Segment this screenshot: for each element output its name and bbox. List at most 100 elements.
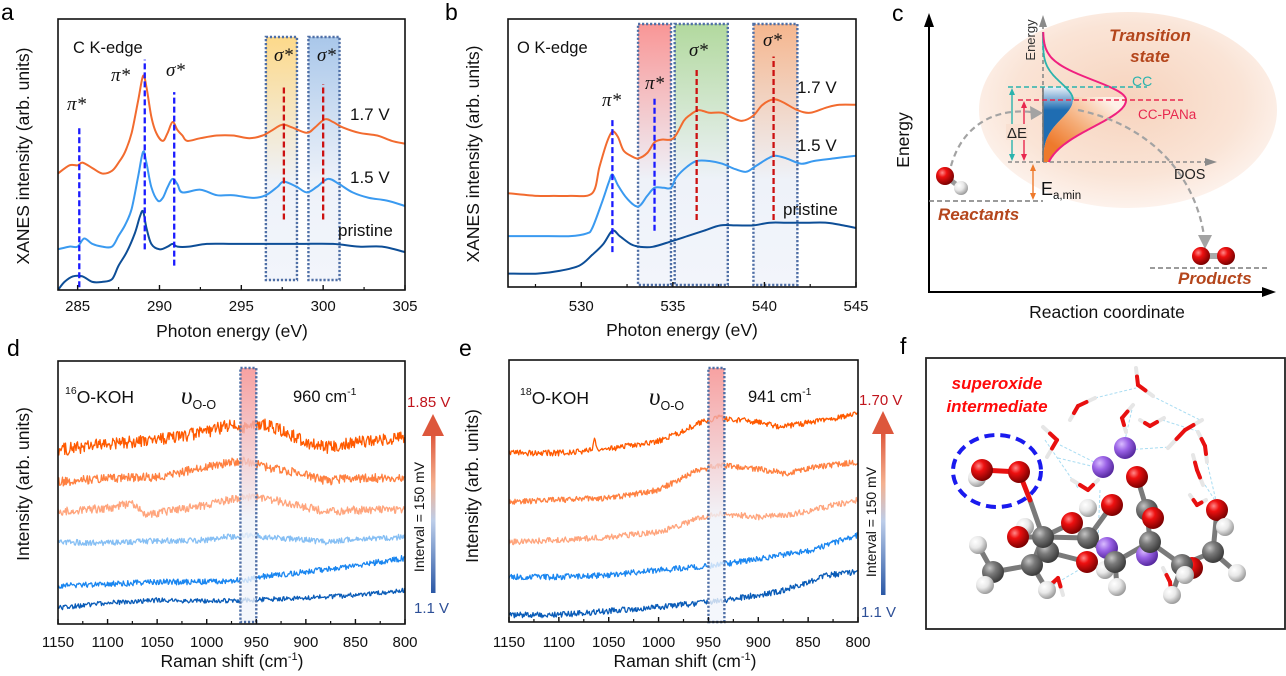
plot-frame-b [507,18,857,288]
potential-low-label: 1.1 V [414,600,449,617]
x-tick-label: 285 [65,298,90,315]
panel-label-d: d [7,335,20,361]
series-line-1-40-v [508,496,859,546]
x-tick-label: 1000 [642,634,675,651]
atom-hydrogen [969,536,987,554]
hydrogen-bond [1097,489,1101,541]
series-label-pristine: pristine [338,221,393,240]
plot-area-d: 1150 1100 1050 1000 950 900 850 800 [42,366,418,651]
series-line-1-70-v [57,456,405,487]
oxygen-molecule-icon [1192,247,1235,265]
y-axis-label-b: XANES intensity (arb. units) [463,46,483,263]
peak-label: σ* [763,30,782,51]
water-molecule [1138,416,1166,428]
panel-d: d 1150 1100 1050 1000 950 900 850 800 Intensity… [7,335,450,671]
panel-label-f: f [900,333,907,359]
peak-label: σ* [689,40,708,61]
x-axis-label-c: Reaction coordinate [1029,302,1185,322]
band-symbol: υ [649,384,660,411]
y-axis-label-d: Intensity (arb. units) [13,407,33,561]
arrow-down-icon [1198,235,1212,249]
cc-label: CC [1132,73,1152,89]
atom-carbon [1021,554,1043,576]
panel-b: b 530 535 540 545 XANES intensity (arb. uni… [445,0,869,340]
cc-pana-dos-curve [1042,31,1128,163]
y-axis-label-e: Intensity (arb. units) [462,409,482,563]
electrolyte-name: O-KOH [532,388,589,408]
series-line-1-55-v [508,459,859,505]
arrow-right-icon [1262,287,1276,297]
molecular-structure [968,366,1246,604]
panel-a: a 285 290 295 300 305 XANES intensity (arb. … [1,0,418,341]
hydrogen-bond [1151,395,1201,421]
cc-pana-label: CC-PANa [1138,107,1197,122]
potential-high-label: 1.70 V [859,392,902,409]
series-line-1-25-v [508,532,859,581]
water-molecule [1196,430,1209,464]
panel-label-e: e [459,335,472,361]
edge-title-a: C K-edge [73,39,143,57]
x-tick-label: 300 [311,298,336,315]
x-label-text: Raman shift (cm [161,651,288,671]
plot-area-b: 530 535 540 545 [507,22,869,315]
superoxide-highlight-circle [951,433,1043,509]
arrow-right-icon [1205,158,1217,166]
series-line-1-7-v [507,98,857,198]
series-line-pristine [507,221,857,275]
peak-label: π* [645,73,665,94]
potential-low-label: 1.1 V [861,604,896,621]
series-line-1-40-v [57,532,406,547]
hydrogen-bond [1124,404,1134,441]
hydrogen-bond [1161,419,1201,433]
highlight-region [307,35,341,282]
plot-frame-a [57,18,406,291]
x-tick-label: 900 [293,634,318,651]
atom-hydrogen [976,576,994,594]
highlight-regions [707,366,726,624]
peak-label: π* [67,94,87,115]
peak-unit-sup: -1 [802,386,811,398]
atom-hydrogen [1163,586,1181,604]
atom-oxygen [1007,526,1029,548]
water-molecule [1068,396,1097,422]
panel-label-b: b [445,0,458,25]
panel-e: e 1150 1100 1050 1000 950 900 850 800 Intensity… [459,335,902,671]
atom-carbon [1032,526,1054,548]
plot-frame-d [57,360,406,625]
x-tick-label: 800 [845,634,870,651]
dos-energy-label: Energy [1023,19,1038,61]
x-label-text: Raman shift (cm [614,651,741,671]
atom-sodium [1114,437,1136,459]
series-label-1-5v: 1.5 V [350,168,390,187]
x-tick-label: 850 [796,634,821,651]
band-label: υO-O [181,383,216,412]
reaction-path-arrow [949,110,1032,167]
highlight-region [752,22,799,287]
x-axis-label-b: Photon energy (eV) [606,320,758,340]
x-tick-label: 1050 [592,634,625,651]
interval-label: Interval = 150 mV [863,466,879,577]
x-axis-label-e: Raman shift (cm-1) [614,651,757,671]
water-molecule [1134,366,1155,398]
water-molecule [1070,478,1100,492]
x-tick-label: 850 [343,634,368,651]
x-label-sup: -1 [741,651,751,663]
peak-position-label: 960 cm-1 [293,386,357,406]
series-group [57,418,406,611]
series-line-1-10-v [508,569,859,619]
superoxide-label: superoxide [952,374,1043,393]
atom-hydrogen [1038,581,1056,599]
interval-label: Interval = 150 mV [411,461,427,572]
water-molecule [1188,493,1208,507]
highlight-region [264,35,299,282]
cc-dos-fill [1043,87,1073,162]
x-axis-ticks: 530 535 540 545 [534,282,869,315]
plot-frame-e [508,359,859,623]
atom-sodium [1092,456,1114,478]
x-axis-ticks: 1150 1100 1050 1000 950 900 850 800 [42,619,418,651]
atom-carbon [1139,531,1161,553]
dos-curves [1042,31,1128,163]
x-label-close: ) [298,651,304,671]
x-tick-label: 950 [244,634,269,651]
